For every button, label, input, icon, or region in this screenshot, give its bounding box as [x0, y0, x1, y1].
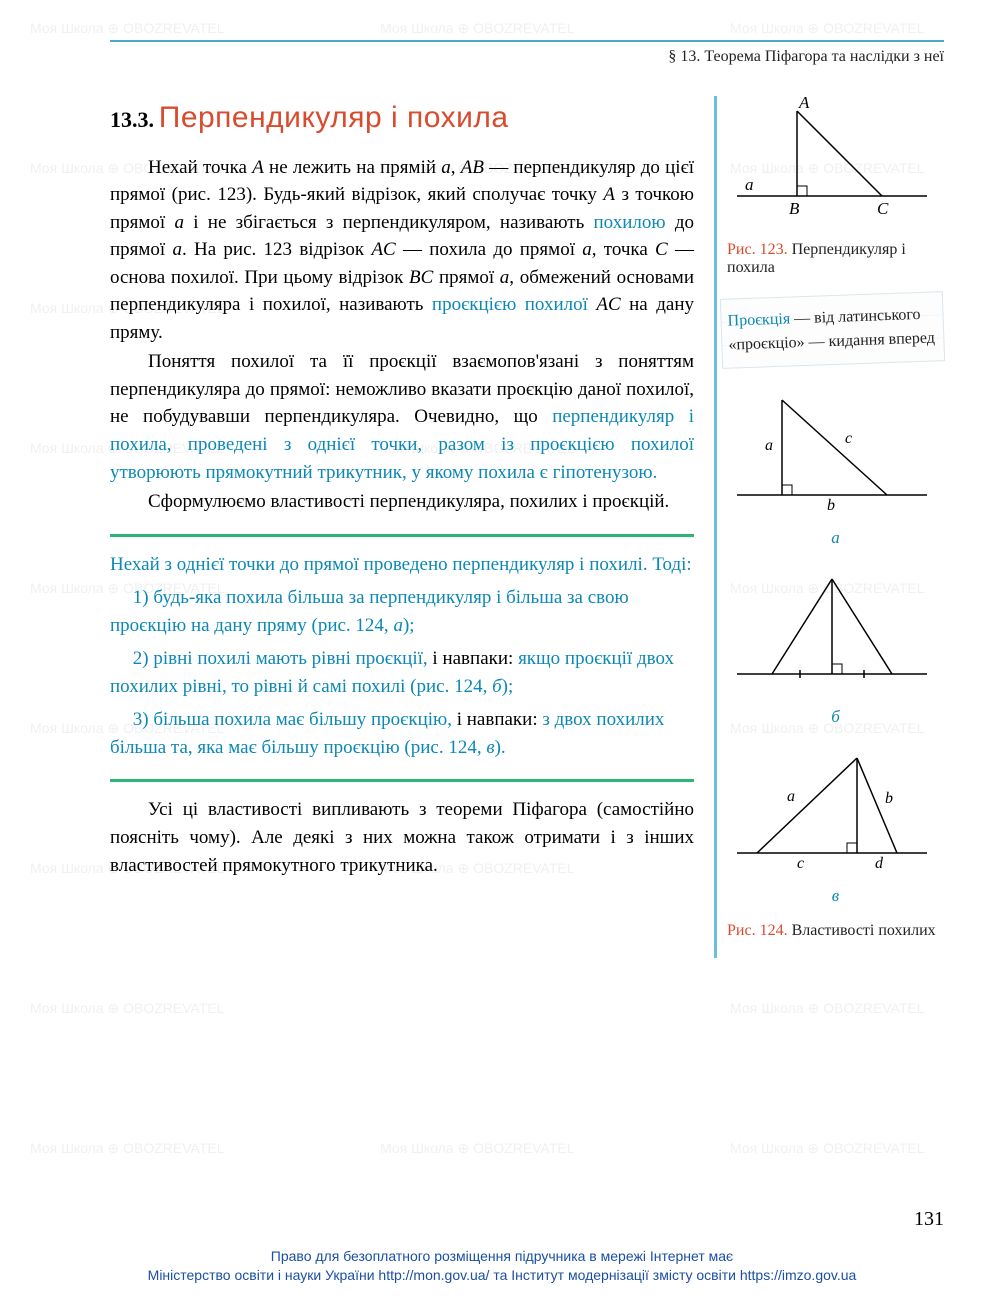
- svg-text:b: b: [885, 790, 893, 807]
- svg-text:b: b: [827, 497, 835, 514]
- svg-text:a: a: [745, 175, 754, 194]
- figure-124v-diagram: a b c d: [727, 743, 937, 873]
- footer: Право для безоплатного розміщення підруч…: [0, 1247, 1004, 1285]
- figure-123-diagram: A B C a: [727, 96, 937, 226]
- figure-123-caption: Рис. 123. Перпенди­куляр і похила: [727, 241, 944, 277]
- figure-124v-label: в: [727, 886, 944, 906]
- paragraph-1: Нехай точка A не лежить на прямій a, AB …: [110, 154, 694, 347]
- main-column: 13.3. Перпендикуляр і похила Нехай точка…: [110, 96, 694, 958]
- svg-text:C: C: [877, 199, 889, 218]
- section-title: Перпендикуляр і похила: [159, 101, 509, 134]
- prop-2: 2) рівні похилі мають рівні проєкції, і …: [110, 645, 694, 700]
- svg-text:d: d: [875, 855, 884, 872]
- footer-line-1: Право для безоплатного розміщення підруч…: [0, 1247, 1004, 1266]
- paragraph-4: Усі ці властивості випливають з теореми …: [110, 796, 694, 879]
- footer-line-2: Міністерство освіти і науки України http…: [0, 1266, 1004, 1285]
- green-rule-top: [110, 534, 694, 537]
- svg-text:a: a: [765, 437, 773, 454]
- section-number: 13.3.: [110, 107, 154, 132]
- svg-text:A: A: [798, 96, 810, 112]
- figure-124a-diagram: a b c: [727, 385, 937, 515]
- prop-intro: Нехай з однієї точки до прямої проведено…: [110, 551, 694, 579]
- paragraph-2: Поняття похилої та її проєкції взаємопов…: [110, 348, 694, 486]
- header-rule: [110, 40, 944, 42]
- properties-block: Нехай з однієї точки до прямої проведено…: [110, 551, 694, 762]
- svg-text:B: B: [789, 199, 800, 218]
- page-number: 131: [914, 1208, 944, 1231]
- figure-124b-label: б: [727, 707, 944, 727]
- section-title-row: 13.3. Перпендикуляр і похила: [110, 96, 694, 140]
- prop-3: 3) більша похила має більшу проєкцію, і …: [110, 706, 694, 761]
- svg-text:c: c: [797, 855, 804, 872]
- header-section-ref: § 13. Теорема Піфагора та наслідки з неї: [110, 48, 944, 66]
- figure-124-caption: Рис. 124. Властивості похилих: [727, 922, 944, 940]
- figure-124b-diagram: [727, 564, 937, 694]
- page: § 13. Теорема Піфагора та наслідки з неї…: [0, 0, 1004, 1299]
- content: 13.3. Перпендикуляр і похила Нехай точка…: [110, 96, 944, 958]
- svg-text:c: c: [845, 430, 852, 447]
- paragraph-3: Сформулюємо властивості перпендикуляра, …: [110, 488, 694, 516]
- prop-1: 1) будь-яка похила більша за перпендикул…: [110, 584, 694, 639]
- side-column: A B C a Рис. 123. Перпенди­куляр і похил…: [714, 96, 944, 958]
- etymology-note: Проєкція — від латин­ського «проєкціо» —…: [720, 291, 945, 369]
- green-rule-bottom: [110, 779, 694, 782]
- svg-text:a: a: [787, 788, 795, 805]
- figure-124a-label: а: [727, 528, 944, 548]
